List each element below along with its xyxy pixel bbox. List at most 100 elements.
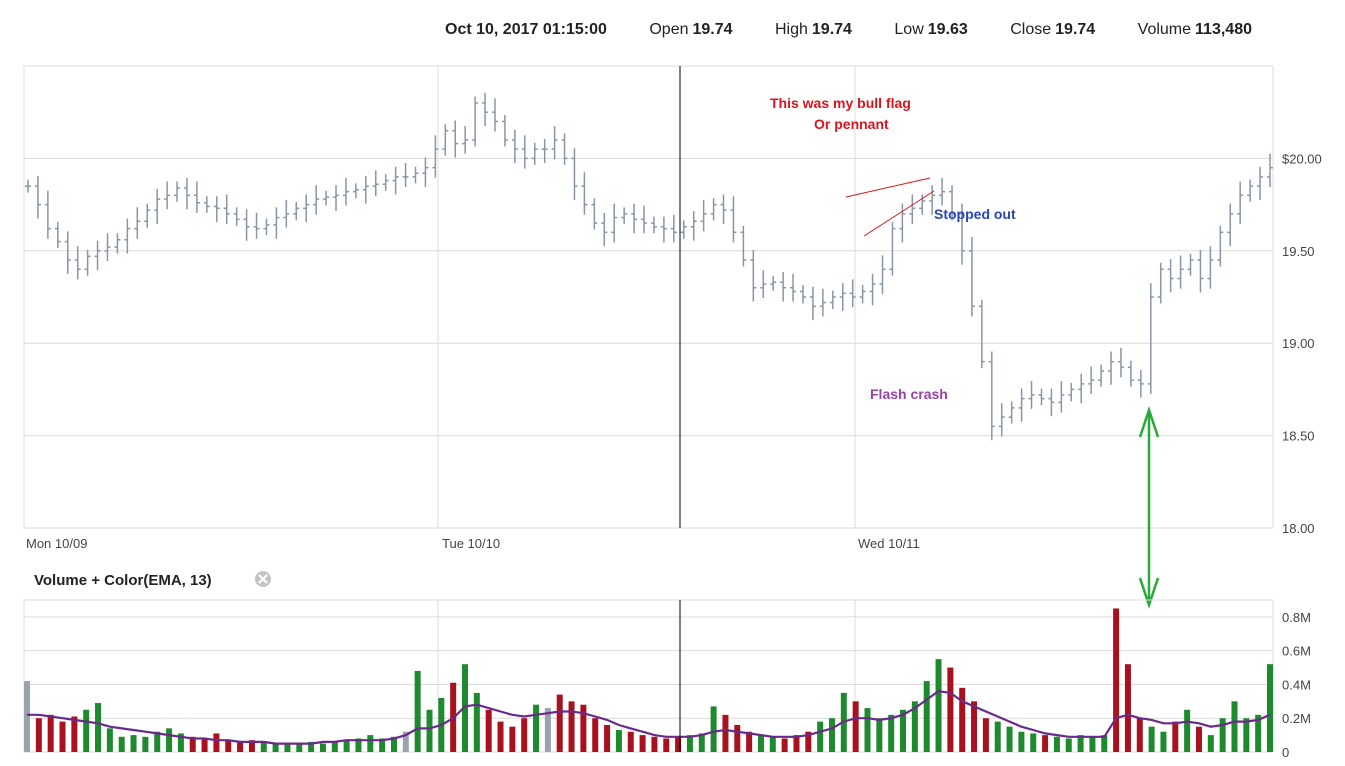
volume-bar	[864, 708, 871, 752]
ohlc-bar	[94, 240, 101, 271]
ohlc-bar	[243, 209, 250, 241]
volume-bar	[177, 733, 184, 752]
volume-bar	[1030, 733, 1037, 752]
ohlc-bar	[382, 174, 389, 191]
ohlc-bar	[25, 179, 31, 193]
open-label: Open	[649, 21, 689, 38]
indicator-title: Volume + Color(EMA, 13)	[34, 572, 212, 589]
ohlc-bar	[859, 284, 866, 304]
ema-series-line	[27, 690, 1271, 745]
volume-bar	[390, 736, 397, 752]
price-axis: $20.00 19.50 19.00 18.50 18.00	[1282, 151, 1322, 536]
ohlc-bar	[253, 212, 260, 239]
ohlc-bar	[1078, 373, 1085, 404]
price-bars	[25, 92, 1273, 441]
ohlc-bar	[740, 225, 747, 267]
ohlc-bar	[521, 135, 528, 169]
volume-bar	[710, 706, 717, 752]
annotation-stopped-out: Stopped out	[934, 206, 1016, 222]
ohlc-bar	[1157, 262, 1164, 304]
volume-bar	[497, 721, 504, 752]
ohlc-bar	[581, 172, 588, 215]
volume-bar	[106, 728, 113, 752]
volume-label: Volume	[1137, 21, 1192, 38]
volume-bar	[272, 743, 279, 752]
volume-bar	[580, 704, 587, 752]
ohlc-bar	[1108, 351, 1115, 385]
ohlc-bar	[293, 201, 300, 221]
volume-bar	[367, 735, 374, 752]
ohlc-bar	[392, 166, 399, 195]
ohlc-bar	[402, 163, 409, 188]
ohlc-bar	[1257, 166, 1264, 200]
header-high: High 19.74	[775, 21, 852, 39]
ohlc-bar	[54, 222, 61, 249]
annotation-flash-crash: Flash crash	[870, 386, 948, 402]
volume-bar	[1006, 726, 1013, 752]
volume-bar	[1077, 735, 1084, 752]
ohlc-bar	[839, 283, 846, 311]
volume-bar	[201, 738, 208, 752]
volume-bar	[83, 709, 90, 752]
volume-bar	[189, 736, 196, 752]
ohlc-bar	[1058, 381, 1065, 413]
ohlc-bar	[958, 203, 965, 265]
ohlc-bar	[650, 216, 657, 234]
ohlc-bar	[750, 249, 757, 302]
ohlc-bar	[909, 194, 916, 225]
volume-bar	[568, 701, 575, 752]
ohlc-bar	[74, 246, 81, 280]
volume-bar	[1113, 608, 1120, 752]
volume-bar	[213, 733, 220, 752]
ohlc-bar	[154, 188, 161, 225]
volume-bar	[35, 718, 42, 752]
price-grid	[23, 65, 1274, 529]
ohlc-bar	[800, 284, 807, 304]
ohlc-bar	[1008, 401, 1015, 424]
volume-bar	[296, 743, 303, 752]
volume-bar	[817, 721, 824, 752]
ohlc-bar	[561, 133, 568, 165]
price-tick-label: 18.50	[1282, 429, 1315, 444]
ohlc-bar	[442, 124, 449, 156]
ohlc-bar	[1217, 225, 1224, 267]
volume-bar	[1267, 664, 1273, 752]
volume-bar	[994, 721, 1001, 752]
volume-bar	[876, 718, 883, 752]
ohlc-bar	[978, 299, 985, 369]
volume-bar	[1042, 735, 1049, 752]
ohlc-bar	[64, 231, 71, 274]
ohlc-bar	[611, 203, 618, 243]
volume-bar	[982, 718, 989, 752]
volume-bar	[248, 740, 255, 752]
ohlc-bar	[333, 185, 340, 212]
volume-bar	[971, 701, 978, 752]
ohlc-bar	[929, 185, 936, 215]
ohlc-bar	[422, 157, 429, 188]
volume-bar	[828, 718, 835, 752]
volume-bar	[604, 724, 611, 752]
volume-bar	[142, 736, 149, 752]
ohlc-bar	[104, 233, 111, 261]
ohlc-bar	[203, 196, 210, 213]
annotation-bull-flag-line2: Or pennant	[814, 116, 889, 132]
ohlc-bar	[342, 177, 349, 206]
ohlc-bar	[34, 175, 41, 219]
volume-bar	[888, 714, 895, 752]
volume-bar	[485, 709, 492, 752]
ohlc-bar	[531, 142, 538, 165]
volume-bar	[698, 733, 705, 752]
ohlc-bar	[720, 194, 727, 225]
volume-bar	[734, 724, 741, 752]
volume-bar	[1148, 726, 1155, 752]
ohlc-bar	[1197, 249, 1204, 293]
close-icon[interactable]	[255, 571, 271, 587]
ohlc-bar	[1147, 283, 1154, 395]
ohlc-bar	[1237, 181, 1244, 225]
ohlc-bar	[303, 194, 310, 223]
ohlc-bar	[511, 129, 518, 164]
volume-bar	[426, 709, 433, 752]
volume-bar	[923, 681, 930, 752]
volume-bar	[1065, 738, 1072, 752]
